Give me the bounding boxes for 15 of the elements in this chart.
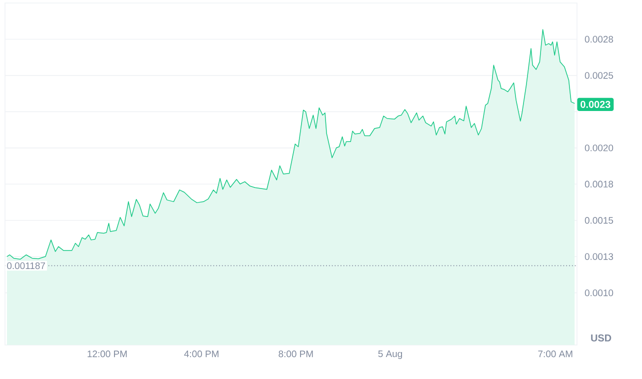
x-tick-label: 12:00 PM [88,350,127,358]
y-tick-label: 0.0010 [584,289,614,296]
y-tick-label: 0.0013 [584,253,614,260]
y-tick-label: 0.0020 [584,144,614,152]
y-tick-label: 0.0028 [584,36,614,43]
x-tick-label: 4:00 PM [184,350,218,358]
annotation: 0.0023 [580,100,610,108]
x-tick-label: 7:00 AM [538,350,572,358]
x-tick-label: 8:00 PM [278,350,313,358]
y-axis-title: USD [591,334,612,342]
ref-line-label: 0.001187 [7,262,45,270]
y-tick-label: 0.0015 [584,217,614,224]
x-tick-label: 5 Aug [378,350,402,359]
y-tick-label: 0.0025 [584,72,614,79]
y-tick-label: 0.0018 [584,180,614,188]
